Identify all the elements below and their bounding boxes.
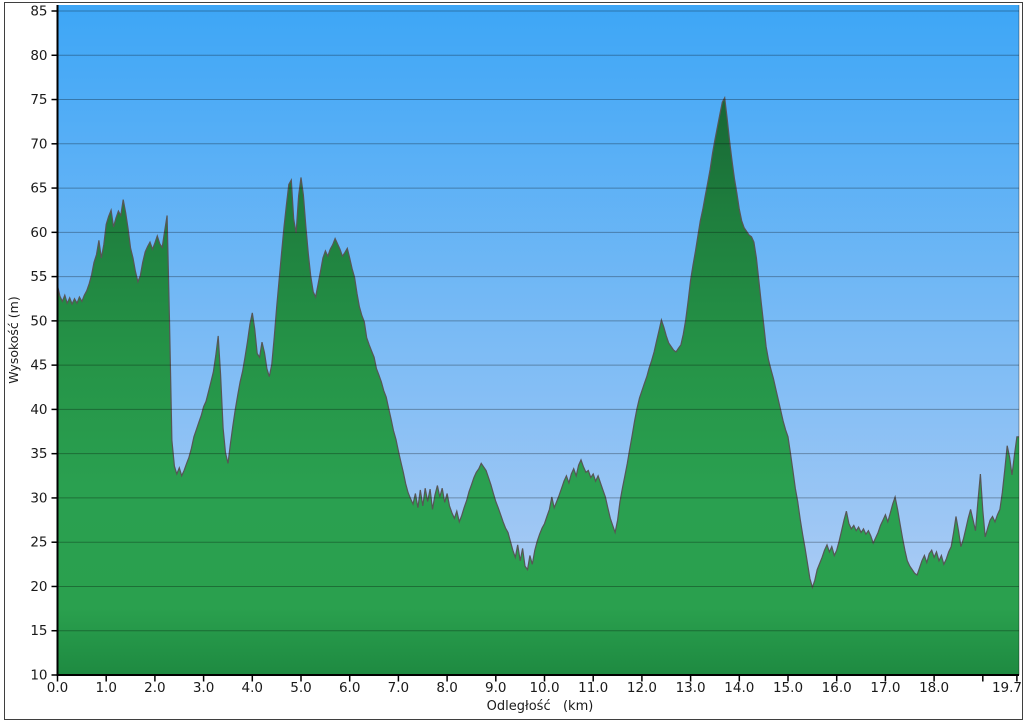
x-tick-label: 7.0	[388, 680, 409, 696]
y-tick-label: 30	[30, 490, 47, 506]
x-tick-label: 8.0	[436, 680, 457, 696]
elevation-outline	[56, 95, 1019, 590]
y-tick-label: 10	[30, 668, 47, 684]
x-tick-label: 1.0	[95, 680, 116, 696]
x-tick-label: 10.0	[529, 680, 559, 696]
y-tick-label: 55	[30, 269, 47, 285]
x-tick-label: 2.0	[144, 680, 165, 696]
x-tick-label: 11.0	[578, 680, 608, 696]
elevation-area	[56, 95, 1019, 676]
y-tick-label: 15	[30, 623, 47, 639]
y-tick-label: 20	[30, 579, 47, 595]
elevation-fill	[57, 97, 1019, 676]
x-tick-label: 3.0	[193, 680, 214, 696]
x-tick-label: 17.0	[870, 680, 900, 696]
y-axis-title: Wysokość (m)	[6, 296, 21, 383]
y-tick-label: 50	[30, 313, 47, 329]
x-tick-label: 0.0	[47, 680, 68, 696]
x-tick-label: 16.0	[822, 680, 852, 696]
x-tick-label: 9.0	[485, 680, 506, 696]
tick-labels: 85 80 75 70 65 60 55 50 45 40 35 30 25 20 15 100.0 1.0 2.…	[30, 4, 1022, 697]
x-axis-title: Odległość (km)	[487, 699, 594, 714]
x-tick-label: 4.0	[242, 680, 263, 696]
x-tick-label: 19.7	[992, 680, 1022, 696]
y-tick-label: 25	[30, 535, 47, 551]
x-tick-label: 13.0	[676, 680, 706, 696]
y-tick-label: 40	[30, 402, 47, 418]
y-tick-label: 60	[30, 225, 47, 241]
x-tick-label: 6.0	[339, 680, 360, 696]
y-tick-label: 65	[30, 181, 47, 197]
x-tick-label: 12.0	[627, 680, 657, 696]
y-tick-label: 80	[30, 48, 47, 64]
x-tick-label: 14.0	[724, 680, 754, 696]
gridlines	[57, 10, 1019, 632]
y-tick-label: 70	[30, 136, 47, 152]
y-tick-label: 35	[30, 446, 47, 462]
y-tick-label: 75	[30, 92, 47, 108]
x-tick-label: 15.0	[773, 680, 803, 696]
x-tick-label: 5.0	[290, 680, 311, 696]
y-tick-label: 85	[30, 4, 47, 20]
axes	[51, 5, 1020, 682]
y-tick-label: 45	[30, 358, 47, 374]
x-tick-label: 18.0	[919, 680, 949, 696]
